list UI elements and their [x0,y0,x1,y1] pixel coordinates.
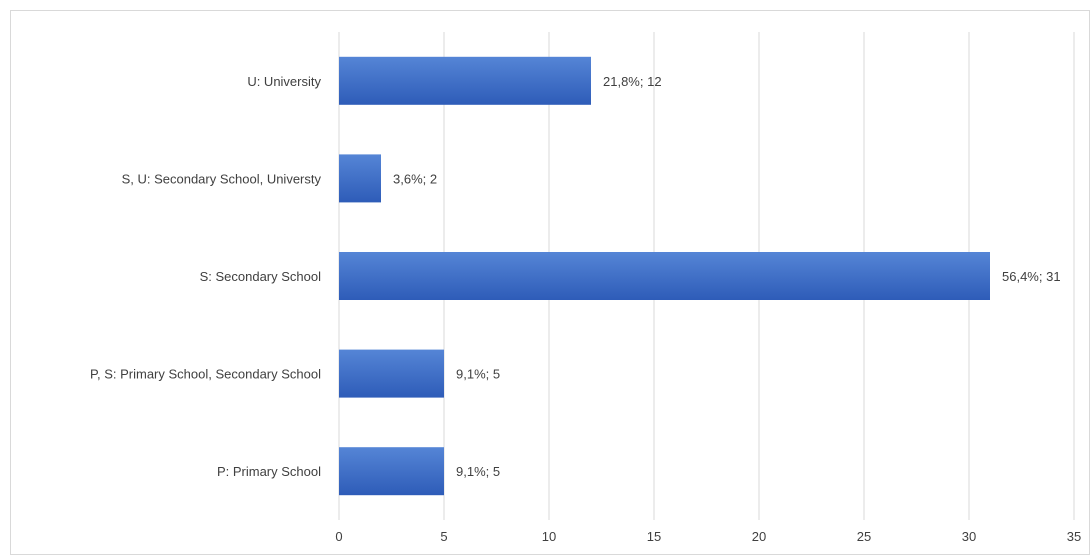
category-label: P: Primary School [217,464,321,479]
x-tick-label: 10 [542,529,556,544]
data-label: 21,8%; 12 [603,74,662,89]
category-label: S: Secondary School [200,269,322,284]
category-label: U: University [247,74,321,89]
data-label: 9,1%; 5 [456,464,500,479]
x-tick-label: 25 [857,529,871,544]
labels: 0 5 10 15 20 25 30 35 U: University 21,8%; 12 S, U… [90,74,1081,544]
bar [339,349,444,398]
bars [339,56,990,496]
x-tick-label: 0 [335,529,342,544]
bar [339,447,444,496]
bar [339,154,381,203]
x-tick-label: 30 [962,529,976,544]
x-tick-label: 35 [1067,529,1081,544]
data-label: 9,1%; 5 [456,367,500,382]
data-label: 56,4%; 31 [1002,269,1061,284]
category-label: P, S: Primary School, Secondary School [90,367,321,382]
bar [339,56,591,105]
x-tick-label: 15 [647,529,661,544]
bar [339,252,990,300]
data-label: 3,6%; 2 [393,171,437,186]
category-label: S, U: Secondary School, Universty [122,171,322,186]
x-tick-label: 5 [440,529,447,544]
x-tick-label: 20 [752,529,766,544]
